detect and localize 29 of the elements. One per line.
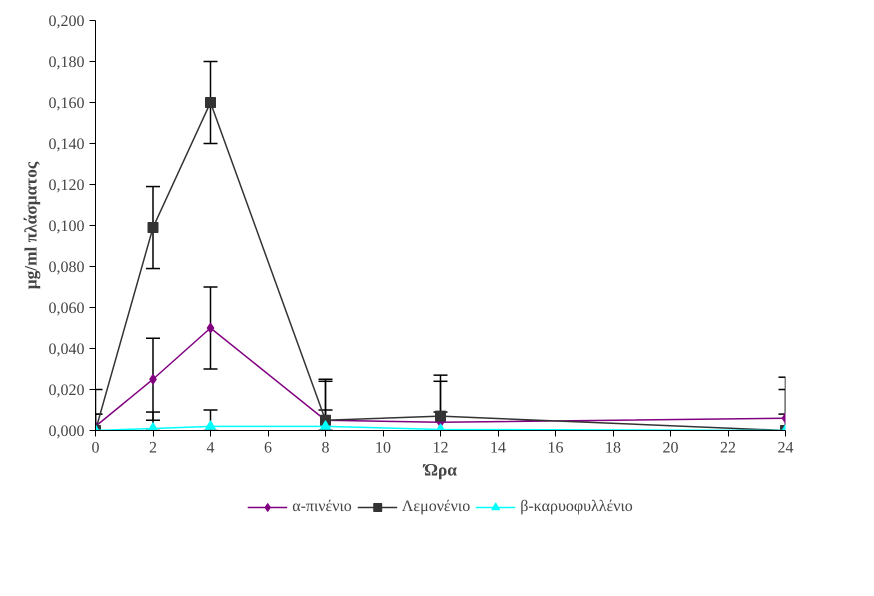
x-tick-label: 2 bbox=[149, 440, 157, 456]
x-tick-label: 24 bbox=[778, 440, 794, 456]
legend-label: α-πινένιο bbox=[292, 498, 352, 516]
legend-label: β-καρυοφυλλένιο bbox=[520, 498, 633, 516]
x-tick-label: 12 bbox=[432, 440, 448, 456]
x-tick-label: 20 bbox=[662, 440, 678, 456]
y-tick-label: 0,040 bbox=[48, 341, 84, 358]
x-axis-title: Ώρα bbox=[422, 460, 458, 480]
x-tick-label: 18 bbox=[605, 440, 621, 456]
y-tick-label: 0,200 bbox=[48, 13, 84, 30]
x-tick-label: 16 bbox=[548, 440, 564, 456]
y-tick-label: 0,000 bbox=[48, 423, 84, 440]
y-tick-label: 0,080 bbox=[48, 259, 84, 276]
x-tick-label: 10 bbox=[375, 440, 391, 456]
x-tick-label: 8 bbox=[322, 440, 330, 456]
x-tick-label: 4 bbox=[206, 440, 214, 456]
legend-label: Λεμονένιο bbox=[402, 498, 470, 516]
x-tick-label: 14 bbox=[490, 440, 506, 456]
y-tick-label: 0,160 bbox=[48, 95, 84, 112]
y-tick-label: 0,120 bbox=[48, 177, 84, 194]
y-axis-title: μg/ml πλάσματος bbox=[22, 161, 40, 290]
x-tick-label: 22 bbox=[720, 440, 736, 456]
x-tick-label: 0 bbox=[92, 440, 100, 456]
y-tick-label: 0,100 bbox=[48, 218, 84, 235]
x-tick-label: 6 bbox=[264, 440, 272, 456]
y-tick-label: 0,140 bbox=[48, 136, 84, 153]
y-tick-label: 0,180 bbox=[48, 54, 84, 71]
y-tick-label: 0,020 bbox=[48, 382, 84, 399]
y-tick-label: 0,060 bbox=[48, 300, 84, 317]
